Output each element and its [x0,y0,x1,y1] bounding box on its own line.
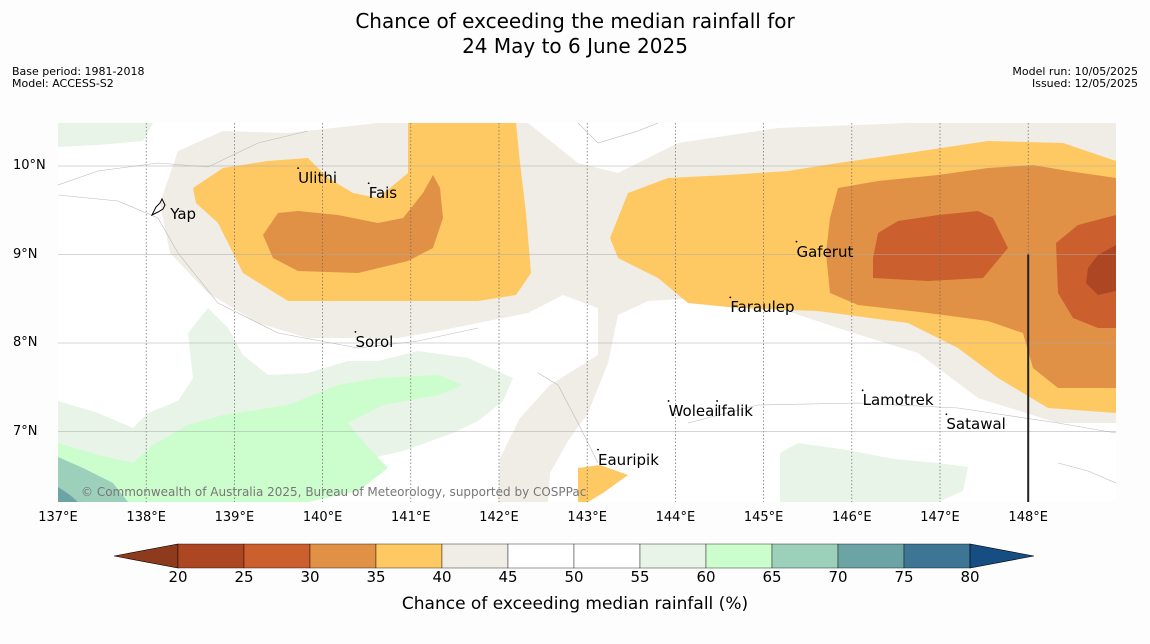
colorbar-tick-label: 30 [300,568,320,586]
zone-55-60-se [780,443,968,502]
island-dot [945,413,948,416]
island-dot [597,448,599,451]
colorbar-tick-label: 60 [696,568,716,586]
y-tick-label: 10°N [13,158,46,173]
island-dot [795,240,798,243]
x-tick-label: 145°E [743,510,784,525]
colorbar-tick-label: 80 [960,568,980,586]
place-label: Yap [170,205,197,224]
colorbar-tick-label: 75 [894,568,914,586]
colorbar-segment [177,543,245,569]
island-dot [716,400,718,402]
place-label: Sorol [355,332,394,351]
place-label: Faraulep [730,298,795,317]
zone-60-65-sw [58,375,463,502]
y-tick-label: 8°N [13,335,38,350]
zone-55-60-nw [58,123,153,147]
colorbar-segment [771,543,839,569]
zone-25-30-east-a [873,211,1008,281]
model-run-text: Model run: 10/05/2025 [1012,65,1138,78]
x-tick-label: 139°E [214,510,255,525]
x-tick-label: 141°E [391,510,431,525]
island-dot [297,167,300,170]
issued-text: Issued: 12/05/2025 [1031,77,1138,90]
island-dot [861,389,864,392]
base-period-text: Base period: 1981-2018 [12,65,145,78]
yap-island-shape [150,197,166,217]
colorbar-segment [441,543,509,569]
island-markers [297,167,948,451]
y-tick-label: 9°N [13,246,38,262]
x-tick-label: 143°E [567,510,607,525]
x-tick-label: 138°E [126,510,166,525]
title-line-1: Chance of exceeding the median rainfall … [355,9,795,33]
x-tick-label: 147°E [920,510,960,525]
colorbar-high-arrow [969,543,1035,569]
copyright-text: © Commonwealth of Australia 2025, Bureau… [81,485,587,499]
x-tick-label: 146°E [832,510,872,525]
meta-right: Model run: 10/05/2025 Issued: 12/05/2025 [1012,66,1138,90]
place-label: Woleai [668,401,719,420]
contour-line-4 [687,402,1116,434]
colorbar-segment [903,543,971,569]
contour-line-6 [577,123,659,144]
island-dot [667,400,670,402]
y-tick-label: 7°N [13,423,38,439]
colorbar-segment [309,543,377,569]
zone-35-40-south [578,465,628,502]
x-tick-label: 148°E [1008,510,1048,525]
colorbar-segment [573,543,641,569]
x-tick-label: 142°E [479,510,519,525]
colorbar-segment [243,543,311,569]
contour-line-1 [58,130,309,186]
grid-lines [58,123,1116,502]
colorbar-tick-label: 50 [564,568,584,586]
colorbar-segment [837,543,905,569]
zone-20-25-east [1086,245,1116,295]
contour-line-2 [58,194,479,349]
colorbar-segment [375,543,443,569]
colorbar-tick-label: 20 [168,568,188,586]
colorbar-low-arrow [114,543,179,569]
place-label: Fais [368,184,398,203]
place-label: Ulithi [298,169,337,188]
colorbar-segment [639,543,707,569]
contour-line-5 [1057,462,1116,484]
colorbar-tick-label: 35 [366,568,386,586]
meta-left: Base period: 1981-2018 Model: ACCESS-S2 [12,66,144,90]
x-tick-label: 137°E [38,510,78,525]
colorbar-tick-label: 25 [234,568,254,586]
colorbar-tick-label: 55 [630,568,650,586]
zone-70-75-sw [58,487,78,502]
colorbar-segment [705,543,773,569]
model-text: Model: ACCESS-S2 [12,77,114,90]
place-label: Eauripik [598,450,659,469]
place-label: Satawal [946,415,1006,434]
map-title: Chance of exceeding the median rainfall … [0,9,1150,59]
zone-65-70-sw [58,457,128,502]
island-dot [729,296,732,299]
island-dot [367,182,370,185]
title-line-2: 24 May to 6 June 2025 [462,34,688,58]
zone-30-35-west [263,175,443,273]
colorbar [114,543,1035,569]
colorbar-tick-label: 45 [498,568,518,586]
map-canvas [58,123,1116,502]
colorbar-segment [507,543,575,569]
place-label: Lamotrek [862,391,934,410]
contour-line-3 [537,372,599,464]
zone-25-30-east-b [1056,215,1116,328]
x-tick-label: 140°E [302,510,343,525]
colorbar-label: Chance of exceeding median rainfall (%) [401,594,749,614]
place-label: Ifalik [717,401,753,420]
colorbar-tick-label: 70 [828,568,848,586]
place-label: Gaferut [796,242,854,261]
colorbar-tick-label: 65 [762,568,782,586]
x-tick-label: 144°E [655,510,696,525]
rainfall-map [58,123,1116,502]
island-dot [354,331,357,333]
colorbar-tick-label: 40 [432,568,452,586]
